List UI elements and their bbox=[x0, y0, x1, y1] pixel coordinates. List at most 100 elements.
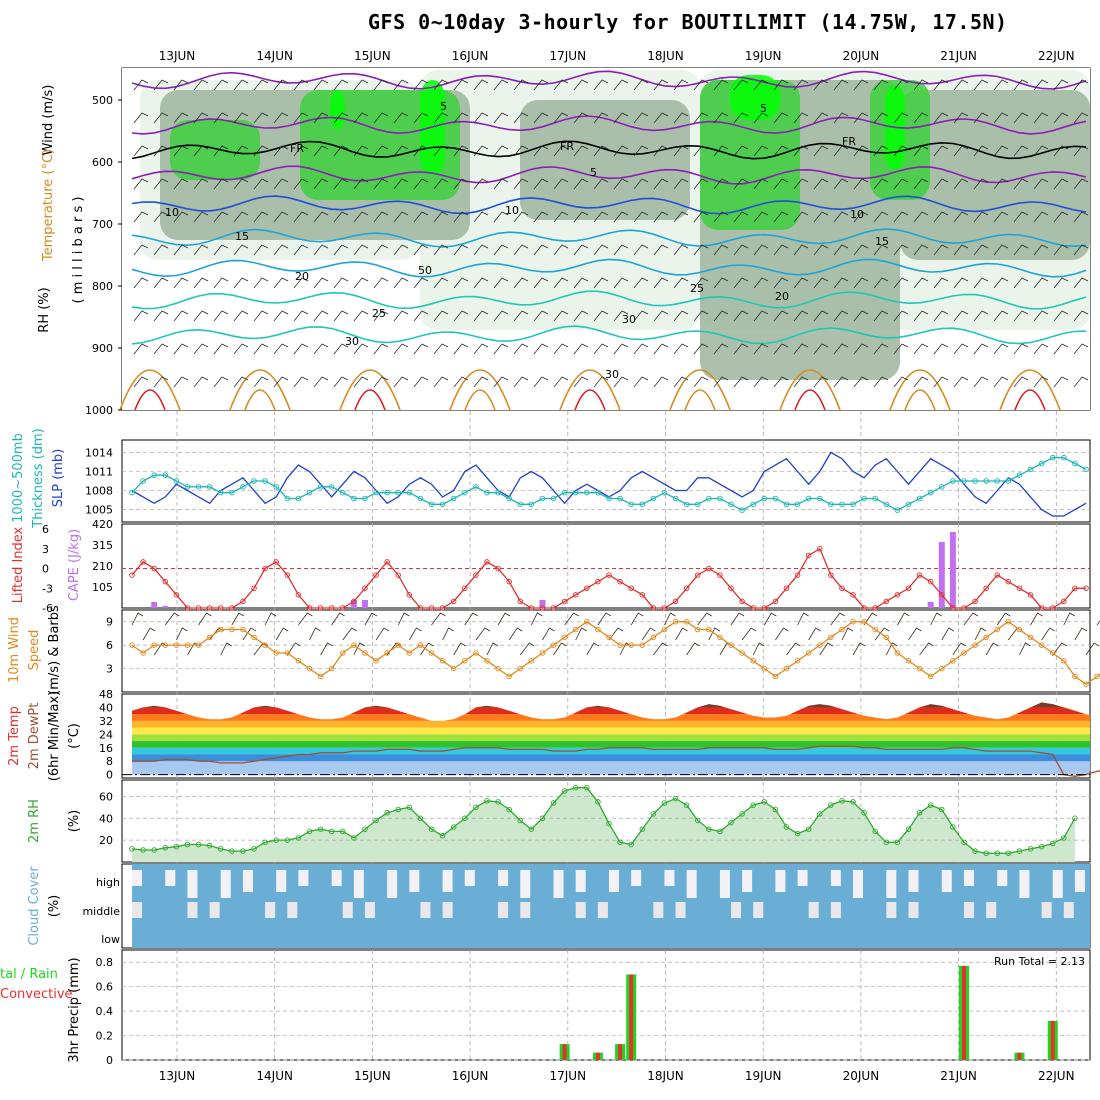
thickness-point bbox=[417, 495, 424, 502]
pressure-tick: 900 bbox=[92, 342, 113, 355]
lifted-index-point bbox=[905, 585, 912, 592]
wind10-point bbox=[939, 665, 945, 672]
wind-barb bbox=[353, 79, 369, 91]
lifted-index-point bbox=[717, 572, 723, 578]
wind10-barb bbox=[952, 642, 967, 656]
wind-barb bbox=[453, 244, 469, 256]
wind-barb bbox=[333, 277, 349, 289]
lifted-index-point bbox=[140, 559, 146, 565]
wind10-barb bbox=[630, 612, 644, 626]
contour-label: 10 bbox=[850, 208, 864, 221]
wind-barb bbox=[973, 376, 989, 388]
thickness-point bbox=[894, 507, 901, 513]
temp-band bbox=[132, 747, 1090, 755]
wind-barb bbox=[1053, 376, 1069, 388]
wind-barb bbox=[953, 112, 969, 124]
wind10-barb bbox=[408, 627, 422, 641]
cloud-middle-label: middle bbox=[82, 905, 120, 918]
thickness-point bbox=[728, 501, 734, 508]
wind10-barb bbox=[264, 612, 277, 626]
label-thickness-unit: Thickness (dm) bbox=[31, 428, 46, 528]
wind-barb bbox=[1033, 145, 1049, 157]
wind-barb bbox=[433, 211, 449, 223]
warm-contour bbox=[574, 389, 606, 411]
thickness-point bbox=[506, 495, 512, 502]
wind10-point bbox=[739, 650, 745, 656]
wind-barb bbox=[213, 244, 229, 256]
lifted-index-point bbox=[783, 585, 790, 592]
wind10-point bbox=[728, 642, 734, 648]
wind-barb bbox=[1053, 310, 1069, 322]
wind-barb bbox=[353, 145, 369, 157]
warm-contour bbox=[119, 369, 181, 411]
date-label-top: 17JUN bbox=[550, 49, 587, 63]
wind-barb bbox=[233, 145, 249, 157]
wind10-point bbox=[572, 626, 579, 633]
thickness-point bbox=[672, 495, 679, 502]
wind-barb bbox=[293, 244, 309, 256]
wind-barb bbox=[533, 310, 549, 322]
wind-barb bbox=[373, 211, 389, 223]
wind-barb bbox=[1033, 211, 1049, 223]
rh2m-point bbox=[417, 815, 424, 822]
wind-barb bbox=[293, 112, 309, 124]
wind-barb bbox=[833, 343, 849, 355]
lifted-index-point bbox=[772, 598, 779, 605]
wind-barb bbox=[673, 376, 689, 388]
cloud-high bbox=[298, 870, 309, 886]
lifted-index-point bbox=[506, 578, 512, 585]
temp-contour bbox=[131, 115, 1087, 135]
cape-tick: 210 bbox=[92, 560, 113, 573]
wind-barb bbox=[313, 343, 329, 355]
wind-barb bbox=[153, 244, 169, 256]
wind-barb bbox=[993, 343, 1009, 355]
lifted-index-point bbox=[162, 578, 169, 585]
wind-barb bbox=[873, 112, 889, 124]
wind10-point bbox=[206, 634, 213, 641]
wind-barb bbox=[653, 79, 669, 91]
wind-barb bbox=[1073, 277, 1089, 289]
wind10-point bbox=[817, 642, 823, 648]
wind10-barb bbox=[353, 642, 366, 656]
cloud-high bbox=[1052, 870, 1063, 898]
wind-barb bbox=[253, 376, 269, 388]
wind-barb bbox=[593, 343, 609, 355]
wind-barb bbox=[1033, 178, 1049, 190]
wind-barb bbox=[233, 343, 249, 355]
wind-barb bbox=[513, 79, 529, 91]
wind-barb bbox=[573, 178, 589, 190]
wind-barb bbox=[493, 112, 509, 124]
wind10-point bbox=[650, 634, 657, 641]
wind10-barb bbox=[1063, 612, 1076, 626]
wind-barb bbox=[1073, 244, 1089, 256]
wind-barb bbox=[1073, 376, 1089, 388]
wind-barb bbox=[993, 244, 1009, 256]
thickness-point bbox=[173, 478, 180, 484]
label-lifted-index: Lifted Index bbox=[11, 526, 26, 603]
wind-barb bbox=[713, 376, 729, 388]
wind-barb bbox=[553, 211, 569, 223]
wind-barb bbox=[553, 79, 569, 91]
wind-barb bbox=[253, 277, 269, 289]
wind-barb bbox=[453, 145, 469, 157]
wind-barb bbox=[913, 112, 929, 124]
cloud-middle bbox=[265, 902, 276, 918]
wind10-barb bbox=[597, 612, 612, 626]
rh2m-point bbox=[606, 820, 612, 827]
wind-barb bbox=[633, 310, 649, 322]
wind-barb bbox=[653, 277, 669, 289]
cloud-middle bbox=[908, 902, 919, 918]
wind-barb bbox=[233, 178, 249, 190]
cloud-middle bbox=[498, 902, 509, 918]
wind10-barb bbox=[941, 627, 954, 641]
wind-barb bbox=[573, 79, 589, 91]
wind10-barb bbox=[697, 612, 712, 626]
wind-barb bbox=[253, 112, 269, 124]
cloud-middle bbox=[342, 902, 353, 918]
wind-barb bbox=[133, 145, 149, 157]
thickness-point bbox=[661, 489, 668, 496]
wind10-point bbox=[983, 634, 989, 641]
wind-barb bbox=[553, 145, 569, 157]
wind-barb bbox=[213, 112, 229, 124]
wind-barb bbox=[273, 310, 289, 322]
